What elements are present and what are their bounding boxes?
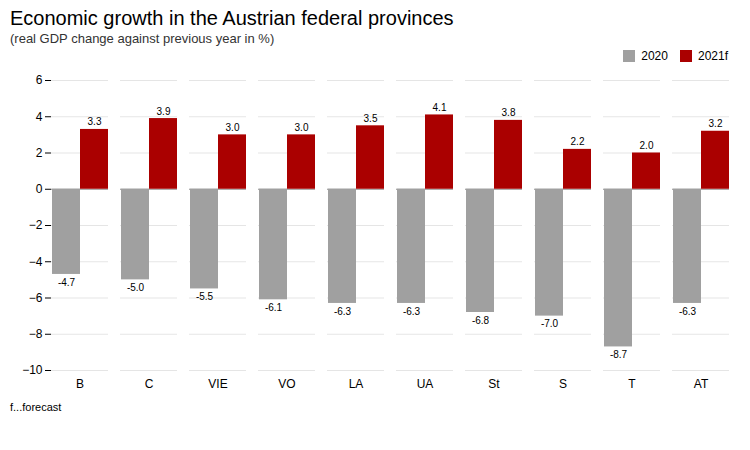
svg-text:-6.1: -6.1 xyxy=(265,302,283,313)
svg-text:C: C xyxy=(145,377,154,391)
svg-text:-5.5: -5.5 xyxy=(196,291,214,302)
svg-text:-8.7: -8.7 xyxy=(610,349,628,360)
svg-text:VO: VO xyxy=(278,377,295,391)
svg-text:−8: −8 xyxy=(29,327,43,341)
svg-text:AT: AT xyxy=(694,377,709,391)
svg-text:B: B xyxy=(76,377,84,391)
html-text:f...forecast: f...forecast xyxy=(10,401,62,413)
svg-text:−10: −10 xyxy=(22,363,43,377)
svg-text:−2: −2 xyxy=(29,218,43,232)
svg-text:3.8: 3.8 xyxy=(502,107,516,118)
html-text:2021f: 2021f xyxy=(698,49,728,63)
svg-text:-6.3: -6.3 xyxy=(334,306,352,317)
svg-text:0: 0 xyxy=(36,182,43,196)
svg-text:-6.3: -6.3 xyxy=(403,306,421,317)
svg-text:6: 6 xyxy=(36,73,43,87)
svg-text:−6: −6 xyxy=(29,291,43,305)
svg-text:4.1: 4.1 xyxy=(433,102,447,113)
svg-text:2: 2 xyxy=(36,146,43,160)
svg-text:LA: LA xyxy=(349,377,364,391)
svg-text:4: 4 xyxy=(36,110,43,124)
svg-text:3.3: 3.3 xyxy=(88,116,102,127)
svg-text:St: St xyxy=(488,377,500,391)
svg-text:3.9: 3.9 xyxy=(157,106,171,117)
html-text:2020: 2020 xyxy=(641,49,668,63)
svg-text:−4: −4 xyxy=(29,255,43,269)
svg-text:T: T xyxy=(628,377,636,391)
svg-text:-4.7: -4.7 xyxy=(58,277,76,288)
svg-text:3.5: 3.5 xyxy=(364,113,378,124)
html-text:Economic growth in the Austria: Economic growth in the Austrian federal … xyxy=(10,7,454,29)
svg-text:3.2: 3.2 xyxy=(709,118,723,129)
svg-text:3.0: 3.0 xyxy=(295,122,309,133)
svg-text:-6.3: -6.3 xyxy=(679,306,697,317)
svg-text:S: S xyxy=(559,377,567,391)
svg-text:VIE: VIE xyxy=(208,377,227,391)
svg-text:-6.8: -6.8 xyxy=(472,315,490,326)
svg-text:2.0: 2.0 xyxy=(640,140,654,151)
svg-text:3.0: 3.0 xyxy=(226,122,240,133)
svg-text:-7.0: -7.0 xyxy=(541,318,559,329)
svg-text:2.2: 2.2 xyxy=(571,136,585,147)
svg-text:UA: UA xyxy=(417,377,434,391)
svg-text:-5.0: -5.0 xyxy=(127,282,145,293)
html-text:(real GDP change against previ: (real GDP change against previous year i… xyxy=(10,31,275,46)
